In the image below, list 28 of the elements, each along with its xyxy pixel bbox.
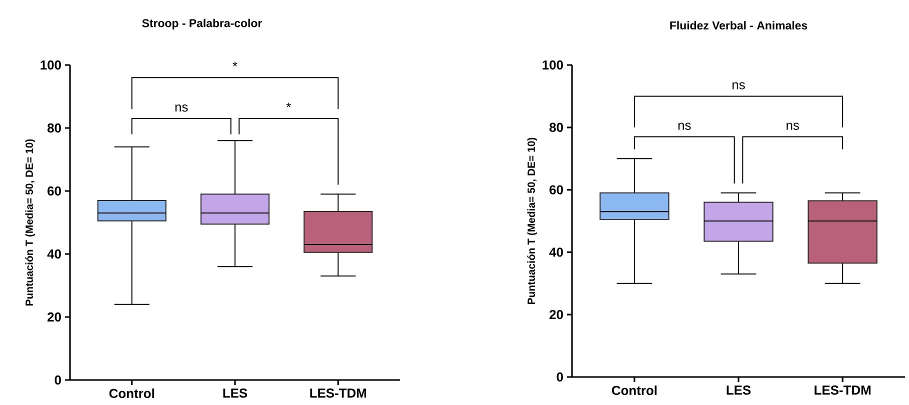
y-tick-label: 20 (48, 312, 61, 322)
annotation: ns (732, 82, 745, 90)
y-axis-title: Puntuación T (Media= 50, DE= 10) (25, 139, 36, 306)
y-tick-label: 40 (549, 248, 563, 257)
x-tick-label: LES (726, 386, 751, 395)
y-tick-label: 60 (48, 186, 61, 196)
y-tick-label: 80 (549, 122, 563, 132)
y-tick-label: 100 (40, 60, 61, 70)
x-tick-label: LES-TDM (310, 388, 366, 398)
y-tick-label: 60 (550, 185, 563, 194)
y-axis-title: Puntuación T (Media= 50, DE= 10) (527, 138, 538, 304)
y-tick-label: 20 (550, 310, 563, 320)
y-tick-label: 100 (542, 60, 563, 70)
y-tick-label: 0 (556, 372, 563, 382)
chart-title: Fluidez Verbal - Animales (670, 21, 808, 30)
chart-title: Stroop - Palabra-color (142, 18, 262, 30)
y-tick-label: 0 (54, 375, 61, 385)
x-tick-label: Control (109, 388, 154, 398)
y-tick-label: 40 (47, 249, 61, 259)
x-tick-label: LES-TDM (814, 386, 870, 395)
annotation: ns (678, 122, 691, 130)
annotation: * (286, 102, 291, 108)
y-tick-label: 80 (47, 123, 61, 133)
x-tick-label: Control (612, 386, 657, 396)
annotation: ns (786, 122, 800, 130)
x-tick-label: LES (223, 388, 248, 398)
annotation: ns (175, 104, 188, 112)
annotation: * (232, 62, 238, 66)
